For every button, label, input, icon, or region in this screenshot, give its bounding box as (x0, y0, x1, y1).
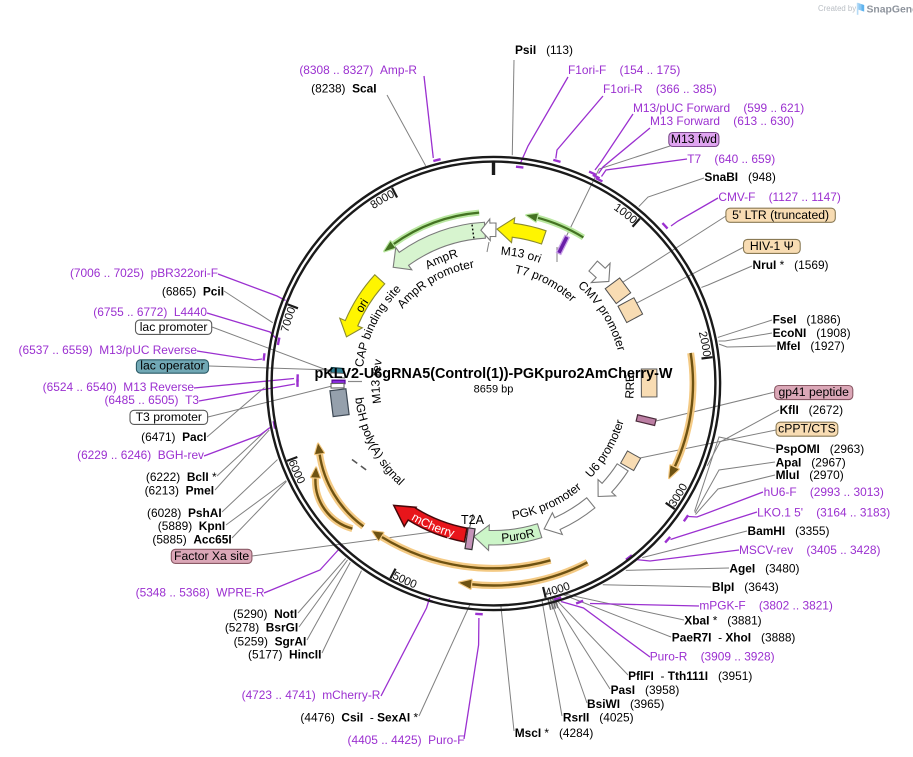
svg-text:LKO.1 5' (3164 .. 3183): LKO.1 5' (3164 .. 3183) (757, 506, 890, 520)
svg-text:CMV-F (1127 .. 1147): CMV-F (1127 .. 1147) (718, 190, 841, 204)
svg-text:(5177) HincII: (5177) HincII (248, 648, 321, 662)
svg-text:(5885) Acc65I: (5885) Acc65I (152, 533, 231, 547)
svg-text:PaeR7I - XhoI (3888): PaeR7I - XhoI (3888) (672, 631, 796, 645)
svg-text:(8308 .. 8327) Amp-R: (8308 .. 8327) Amp-R (299, 63, 417, 77)
svg-text:AgeI (3480): AgeI (3480) (729, 562, 799, 576)
svg-text:M13 fwd: M13 fwd (671, 132, 717, 146)
svg-text:EcoNI (1908): EcoNI (1908) (773, 326, 851, 340)
svg-text:SnapGene: SnapGene (867, 5, 913, 16)
svg-text:(6537 .. 6559) M13/pUC Revers: (6537 .. 6559) M13/pUC Reverse (19, 343, 198, 357)
svg-text:pKLV2-U6gRNA5(Control(1))-PGKp: pKLV2-U6gRNA5(Control(1))-PGKpuro2AmCher… (315, 366, 673, 382)
svg-text:(6471) PacI: (6471) PacI (141, 430, 206, 444)
svg-text:(5348 .. 5368) WPRE-R: (5348 .. 5368) WPRE-R (136, 586, 265, 600)
svg-text:(5259) SgrAI: (5259) SgrAI (234, 635, 307, 649)
svg-text:M13/pUC Forward (599 .. 621: M13/pUC Forward (599 .. 621) (633, 101, 804, 115)
svg-text:MSCV-rev (3405 .. 3428): MSCV-rev (3405 .. 3428) (739, 543, 880, 557)
svg-text:(6229 .. 6246) BGH-rev: (6229 .. 6246) BGH-rev (77, 448, 204, 462)
svg-text:T3 promoter: T3 promoter (136, 410, 202, 424)
svg-text:RsrII (4025): RsrII (4025) (563, 711, 634, 725)
svg-text:MscI * (4284): MscI * (4284) (515, 726, 594, 740)
svg-text:KflI (2672): KflI (2672) (780, 403, 843, 417)
svg-text:gp41 peptide: gp41 peptide (778, 385, 849, 399)
svg-text:(6524 .. 6540) M13 Reverse: (6524 .. 6540) M13 Reverse (43, 380, 195, 394)
svg-text:F1ori-R (366 .. 385): F1ori-R (366 .. 385) (603, 82, 717, 96)
svg-text:FseI (1886): FseI (1886) (773, 313, 841, 327)
svg-text:(6028) PshAI: (6028) PshAI (147, 506, 222, 520)
svg-text:(5278) BsrGI: (5278) BsrGI (225, 621, 298, 635)
svg-text:(8238) ScaI: (8238) ScaI (311, 81, 376, 95)
svg-text:PspOMI (2963): PspOMI (2963) (776, 442, 865, 456)
svg-text:HIV-1 Ψ: HIV-1 Ψ (750, 239, 794, 253)
svg-text:hU6-F (2993 .. 3013): hU6-F (2993 .. 3013) (764, 485, 884, 499)
svg-text:PsiI (113): PsiI (113) (515, 43, 573, 57)
svg-text:lac operator: lac operator (140, 359, 204, 373)
svg-text:PasI (3958): PasI (3958) (611, 683, 680, 697)
svg-text:NruI * (1569): NruI * (1569) (753, 258, 829, 272)
svg-text:(6222) BclI *: (6222) BclI * (146, 470, 217, 484)
svg-text:T2A: T2A (461, 513, 485, 527)
svg-text:lac promoter: lac promoter (140, 320, 208, 334)
svg-text:Created by: Created by (818, 4, 856, 13)
svg-text:(6485 .. 6505) T3: (6485 .. 6505) T3 (104, 393, 199, 407)
svg-text:(4476) CsiI - SexAI *: (4476) CsiI - SexAI * (300, 711, 418, 725)
svg-text:Puro-R (3909 .. 3928): Puro-R (3909 .. 3928) (650, 650, 775, 664)
svg-text:mPGK-F (3802 .. 3821): mPGK-F (3802 .. 3821) (699, 599, 833, 613)
svg-text:(5290) NotI: (5290) NotI (233, 607, 297, 621)
svg-text:BlpI (3643): BlpI (3643) (712, 580, 779, 594)
svg-text:(5889) KpnI: (5889) KpnI (158, 519, 225, 533)
svg-text:PflFI - Tth111I (3951): PflFI - Tth111I (3951) (628, 669, 752, 683)
svg-text:T7 (640 .. 659): T7 (640 .. 659) (687, 152, 775, 166)
svg-text:MfeI (1927): MfeI (1927) (777, 339, 845, 353)
svg-text:8659 bp: 8659 bp (474, 384, 514, 396)
svg-text:XbaI * (3881): XbaI * (3881) (684, 614, 761, 628)
svg-text:(7006 .. 7025) pBR322ori-F: (7006 .. 7025) pBR322ori-F (70, 266, 218, 280)
svg-text:5' LTR (truncated): 5' LTR (truncated) (732, 208, 829, 222)
svg-text:(6213) PmeI: (6213) PmeI (145, 484, 214, 498)
svg-text:(4405 .. 4425) Puro-F: (4405 .. 4425) Puro-F (348, 733, 465, 747)
svg-text:BamHI (3355): BamHI (3355) (748, 524, 830, 538)
svg-text:BsiWI (3965): BsiWI (3965) (587, 697, 664, 711)
svg-text:Factor Xa site: Factor Xa site (174, 549, 249, 563)
svg-text:F1ori-F (154 .. 175): F1ori-F (154 .. 175) (568, 63, 680, 77)
svg-text:SnaBI (948): SnaBI (948) (704, 170, 775, 184)
svg-text:(6865) PciI: (6865) PciI (162, 285, 224, 299)
svg-text:MluI (2970): MluI (2970) (776, 468, 844, 482)
svg-text:M13 Forward (613 .. 630): M13 Forward (613 .. 630) (650, 114, 794, 128)
svg-text:(4723 .. 4741) mCherry-R: (4723 .. 4741) mCherry-R (242, 688, 381, 702)
svg-text:(6755 .. 6772) L4440: (6755 .. 6772) L4440 (93, 305, 207, 319)
svg-text:cPPT/CTS: cPPT/CTS (778, 422, 836, 436)
